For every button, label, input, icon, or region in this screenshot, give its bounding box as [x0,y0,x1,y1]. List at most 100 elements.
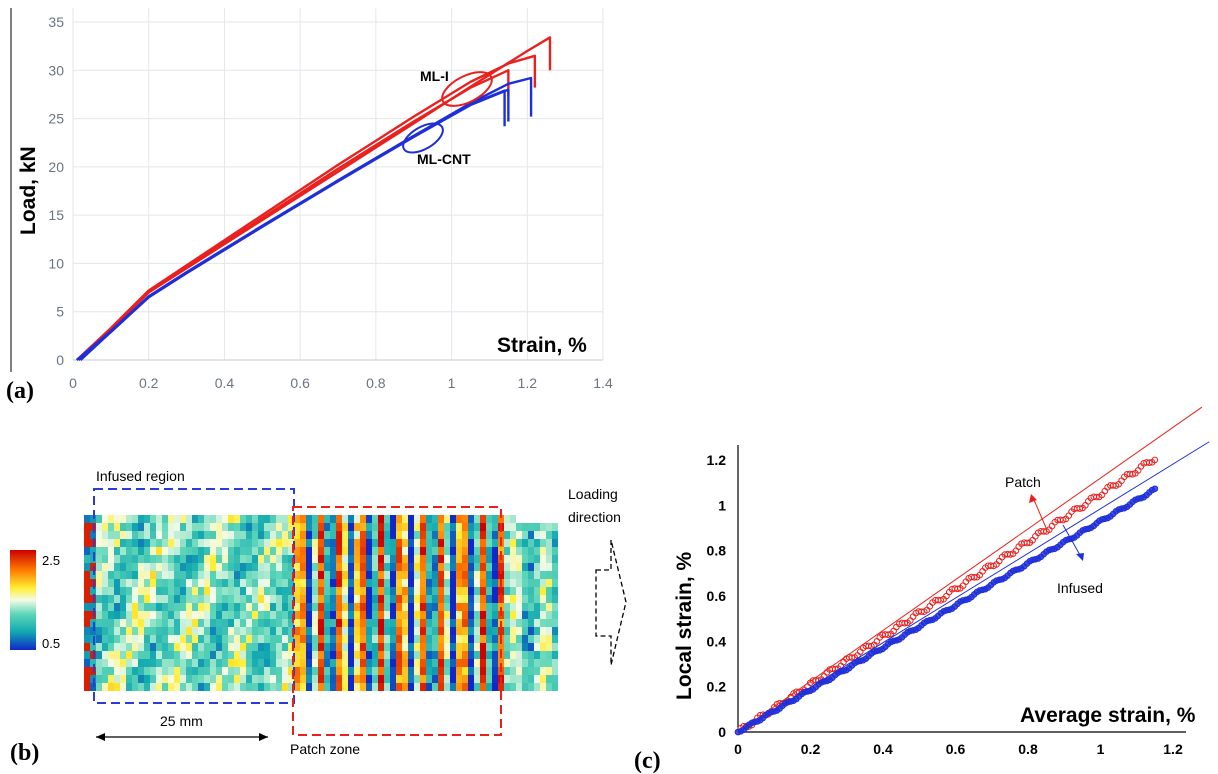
heatmap-cell [222,531,228,539]
heatmap-cell [108,555,114,563]
heatmap-cell [396,571,402,579]
heatmap-cell [258,579,264,587]
heatmap-cell [504,619,510,627]
heatmap-cell [132,579,138,587]
heatmap-cell [294,539,300,547]
heatmap-cell [228,643,234,651]
heatmap-cell [528,547,534,555]
heatmap-cell [534,563,540,571]
heatmap-cell [270,579,276,587]
heatmap-cell [546,563,552,571]
heatmap-cell [234,667,240,675]
heatmap-cell [126,579,132,587]
heatmap-cell [282,571,288,579]
heatmap-cell [108,651,114,659]
heatmap-cell [306,619,312,627]
heatmap-cell [474,651,480,659]
heatmap-cell [258,603,264,611]
heatmap-cell [432,603,438,611]
heatmap-cell [276,579,282,587]
heatmap-cell [498,587,504,595]
heatmap-cell [354,523,360,531]
heatmap-cell [420,539,426,547]
heatmap-cell [504,563,510,571]
heatmap-cell [204,571,210,579]
heatmap-cell [306,547,312,555]
heatmap-cell [282,547,288,555]
heatmap-cell [108,531,114,539]
data-point-patch [1076,505,1084,512]
heatmap-cell [168,587,174,595]
heatmap-cell [378,667,384,675]
heatmap-cell [348,635,354,643]
heatmap-cell [378,659,384,667]
heatmap-cell [420,595,426,603]
heatmap-cell [378,651,384,659]
heatmap-cell [294,587,300,595]
heatmap-cell [216,563,222,571]
heatmap-cell [294,603,300,611]
heatmap-cell [336,659,342,667]
heatmap-cell [522,627,528,635]
heatmap-cell [420,515,426,523]
heatmap-cell [102,555,108,563]
heatmap-cell [186,595,192,603]
heatmap-cell [138,515,144,523]
heatmap-cell [294,627,300,635]
heatmap-cell [228,635,234,643]
heatmap-cell [396,531,402,539]
y-tick-label: 1.2 [707,452,727,468]
heatmap-cell [444,539,450,547]
heatmap-cell [486,563,492,571]
heatmap-cell [348,523,354,531]
heatmap-cell [444,651,450,659]
heatmap-cell [96,643,102,651]
heatmap-cell [276,555,282,563]
heatmap-cell [306,643,312,651]
heatmap-cell [438,683,444,691]
heatmap-cell [318,539,324,547]
heatmap-cell [132,643,138,651]
heatmap-cell [192,523,198,531]
heatmap-cell [444,659,450,667]
heatmap-cell [174,683,180,691]
heatmap-cell [156,579,162,587]
heatmap-cell [426,651,432,659]
heatmap-cell [468,635,474,643]
heatmap-cell [228,571,234,579]
heatmap-cell [102,603,108,611]
heatmap-cell [408,667,414,675]
heatmap-cell [456,523,462,531]
heatmap-cell [180,675,186,683]
heatmap-cell [540,531,546,539]
heatmap-cell [144,603,150,611]
heatmap-cell [144,619,150,627]
heatmap-cell [414,523,420,531]
heatmap-cell [198,523,204,531]
heatmap-cell [276,587,282,595]
heatmap-cell [330,667,336,675]
heatmap-cell [204,579,210,587]
data-point-patch [1151,456,1159,464]
heatmap-cell [462,635,468,643]
heatmap-cell [378,563,384,571]
heatmap-cell [138,659,144,667]
heatmap-cell [510,627,516,635]
heatmap-cell [126,651,132,659]
heatmap-cell [180,611,186,619]
heatmap-cell [342,523,348,531]
heatmap-cell [546,667,552,675]
heatmap-cell [186,603,192,611]
heatmap-cell [474,595,480,603]
heatmap-cell [210,675,216,683]
heatmap-cell [372,675,378,683]
series-line-ml-cnt [79,76,533,361]
x-tick-label: 0.8 [1018,741,1038,757]
heatmap-cell [192,547,198,555]
heatmap-cell [90,587,96,595]
heatmap-cell [468,667,474,675]
heatmap-cell [540,675,546,683]
heatmap-cell [168,683,174,691]
heatmap-cell [186,515,192,523]
heatmap-cell [156,627,162,635]
